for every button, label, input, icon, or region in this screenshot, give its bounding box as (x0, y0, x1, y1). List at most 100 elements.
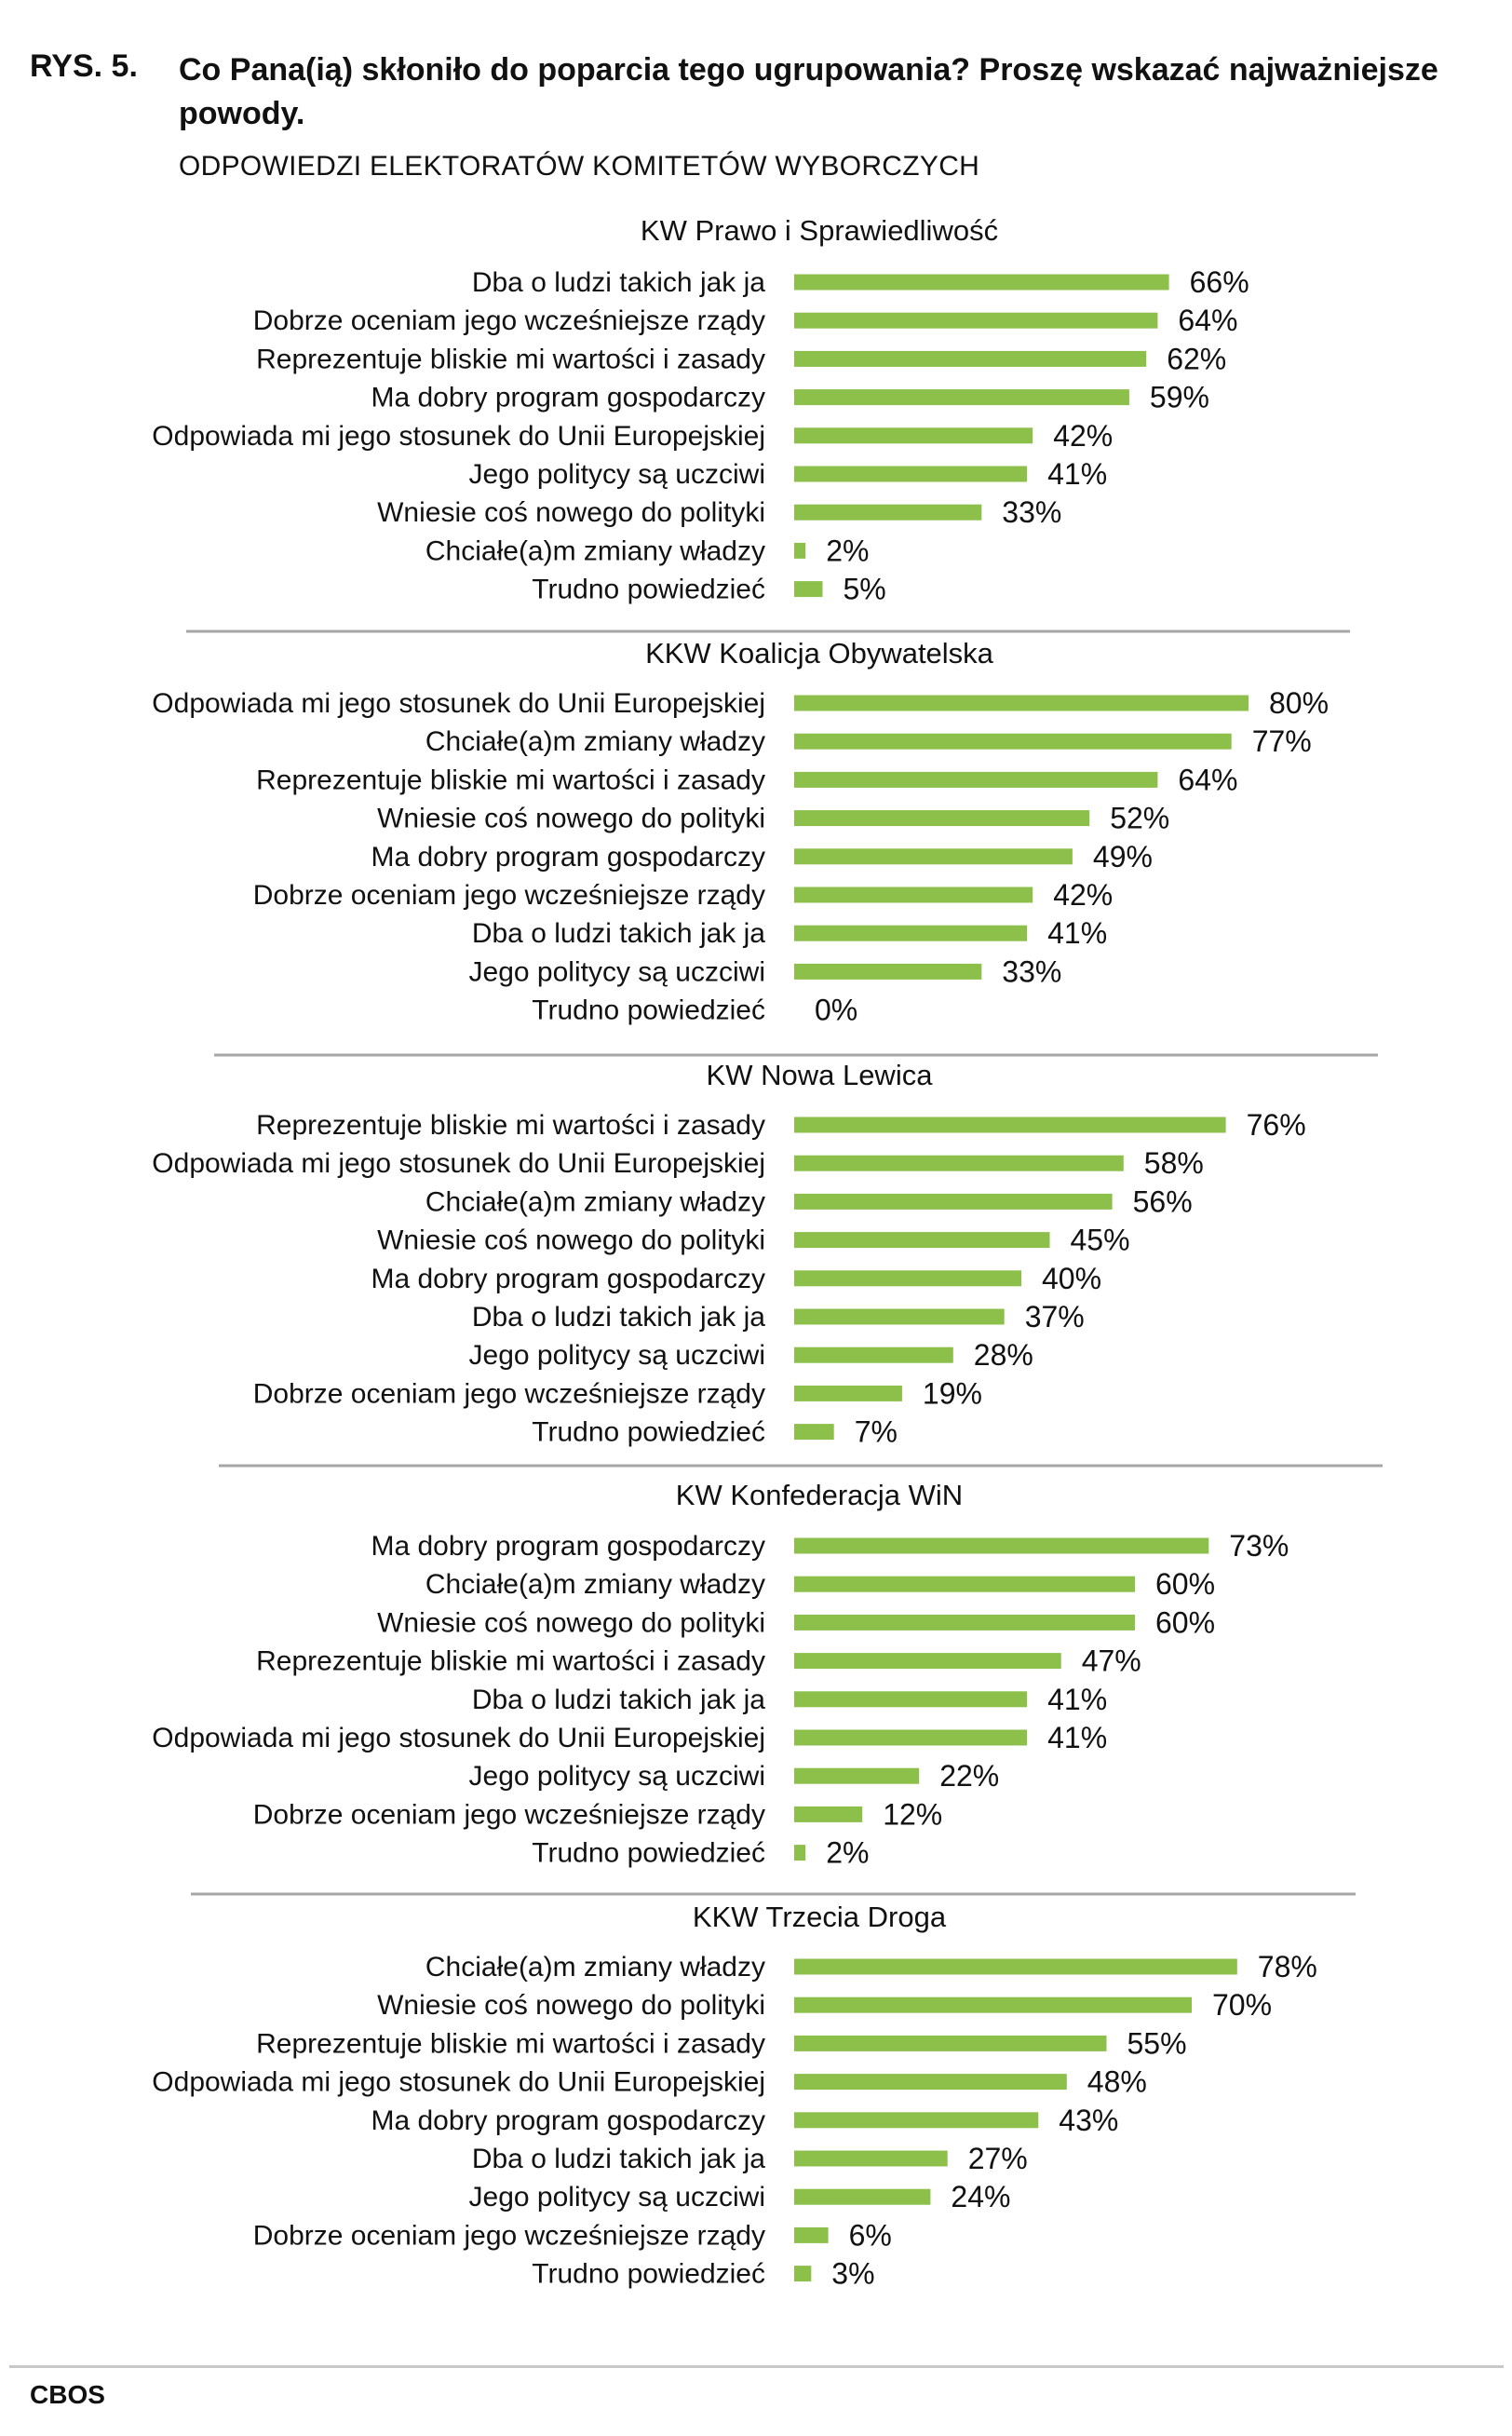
category-label: Odpowiada mi jego stosunek do Unii Europ… (152, 1148, 765, 1179)
value-label: 33% (1002, 954, 1061, 988)
category-label: Ma dobry program gospodarczy (371, 383, 765, 413)
bar (794, 1308, 1005, 1325)
category-label: Jego politycy są uczciwi (469, 459, 765, 490)
category-label: Dobrze oceniam jego wcześniejsze rządy (253, 305, 765, 336)
category-label: Dba o ludzi takich jak ja (472, 267, 765, 298)
category-label: Wniesie coś nowego do polityki (377, 1225, 765, 1256)
category-label: Dba o ludzi takich jak ja (472, 1685, 765, 1715)
value-label: 59% (1150, 381, 1209, 414)
bar (794, 427, 1033, 444)
category-label: Jego politycy są uczciwi (469, 956, 765, 987)
category-label: Reprezentuje bliskie mi wartości i zasad… (256, 2028, 765, 2059)
category-label: Chciałe(a)m zmiany władzy (425, 1186, 765, 1217)
category-label: Odpowiada mi jego stosunek do Unii Europ… (152, 688, 765, 719)
value-label: 64% (1178, 763, 1237, 796)
bar (794, 1232, 1050, 1249)
category-label: Ma dobry program gospodarczy (371, 842, 765, 873)
bar (794, 733, 1232, 750)
category-label: Chciałe(a)m zmiany władzy (425, 726, 765, 757)
bar (794, 1193, 1113, 1210)
category-label: Chciałe(a)m zmiany władzy (425, 1569, 765, 1600)
value-label: 0% (815, 994, 857, 1027)
figure-number: RYS. 5. (30, 48, 138, 84)
bar (794, 925, 1028, 941)
bar (794, 1806, 863, 1822)
bar (794, 848, 1073, 865)
value-label: 2% (826, 534, 869, 567)
value-label: 55% (1127, 2026, 1187, 2060)
bar (794, 542, 806, 559)
bar (794, 581, 823, 598)
bar (794, 350, 1147, 367)
category-label: Odpowiada mi jego stosunek do Unii Europ… (152, 1723, 765, 1753)
value-label: 70% (1212, 1988, 1272, 2022)
value-label: 41% (1047, 916, 1107, 950)
value-label: 60% (1155, 1605, 1215, 1639)
panel-title: KW Nowa Lewica (707, 1059, 934, 1091)
category-label: Dba o ludzi takich jak ja (472, 918, 765, 949)
bar (794, 2188, 931, 2205)
category-label: Ma dobry program gospodarczy (371, 2105, 765, 2136)
bar (794, 886, 1033, 903)
category-label: Trudno powiedzieć (532, 575, 765, 605)
value-label: 7% (855, 1415, 898, 1449)
category-label: Odpowiada mi jego stosunek do Unii Europ… (152, 421, 765, 452)
value-label: 62% (1167, 342, 1226, 375)
value-label: 41% (1047, 457, 1107, 491)
category-label: Wniesie coś nowego do polityki (377, 497, 765, 528)
category-label: Wniesie coś nowego do polityki (377, 804, 765, 834)
value-label: 12% (883, 1797, 942, 1831)
value-label: 47% (1082, 1644, 1141, 1678)
bar (794, 1424, 834, 1441)
value-label: 64% (1178, 304, 1237, 337)
value-label: 45% (1071, 1224, 1130, 1257)
bar (794, 810, 1090, 827)
category-label: Ma dobry program gospodarczy (371, 1264, 765, 1294)
value-label: 58% (1144, 1146, 1204, 1180)
bar (794, 1767, 920, 1784)
value-label: 76% (1247, 1108, 1306, 1142)
bar (794, 1347, 953, 1363)
bar (794, 466, 1028, 482)
category-label: Chciałe(a)m zmiany władzy (425, 1952, 765, 1983)
bar (794, 1385, 902, 1401)
bar (794, 1653, 1061, 1670)
bar (794, 312, 1158, 329)
category-label: Dobrze oceniam jego wcześniejsze rządy (253, 1378, 765, 1409)
value-label: 52% (1110, 802, 1169, 835)
bar (794, 963, 982, 980)
panel-title: KW Konfederacja WiN (676, 1479, 963, 1511)
category-label: Dba o ludzi takich jak ja (472, 1302, 765, 1333)
value-label: 27% (968, 2142, 1028, 2175)
value-label: 24% (951, 2180, 1010, 2213)
value-label: 2% (826, 1836, 869, 1870)
value-label: 41% (1047, 1721, 1107, 1754)
value-label: 78% (1258, 1950, 1317, 1983)
category-label: Odpowiada mi jego stosunek do Unii Europ… (152, 2067, 765, 2098)
category-label: Reprezentuje bliskie mi wartości i zasad… (256, 765, 765, 795)
bar (794, 504, 982, 521)
category-label: Reprezentuje bliskie mi wartości i zasad… (256, 1646, 765, 1677)
category-label: Chciałe(a)m zmiany władzy (425, 535, 765, 566)
value-label: 80% (1269, 686, 1329, 720)
value-label: 28% (974, 1338, 1033, 1372)
category-label: Reprezentuje bliskie mi wartości i zasad… (256, 1110, 765, 1141)
value-label: 66% (1190, 265, 1249, 299)
category-label: Trudno powiedzieć (532, 995, 765, 1026)
bar (794, 2150, 948, 2167)
bar (794, 2074, 1067, 2091)
bar (794, 2266, 812, 2282)
bar (794, 1116, 1226, 1133)
category-label: Dobrze oceniam jego wcześniejsze rządy (253, 2220, 765, 2251)
panel-title: KKW Trzecia Droga (693, 1901, 947, 1933)
bar (794, 1958, 1237, 1975)
bar (794, 274, 1169, 291)
category-label: Wniesie coś nowego do polityki (377, 1990, 765, 2021)
category-label: Reprezentuje bliskie mi wartości i zasad… (256, 344, 765, 374)
bar (794, 1691, 1028, 1708)
bar (794, 1845, 806, 1861)
value-label: 37% (1025, 1300, 1085, 1333)
bar (794, 2226, 829, 2243)
bar (794, 1155, 1124, 1171)
bar (794, 1576, 1135, 1592)
